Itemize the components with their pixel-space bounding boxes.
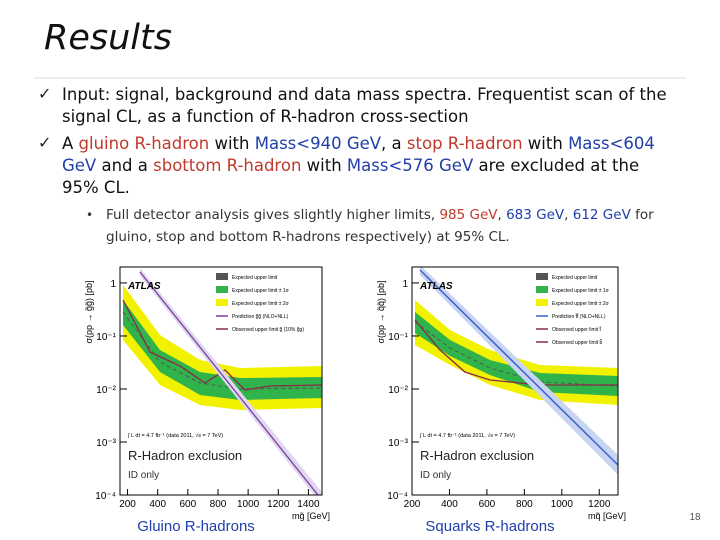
x-tick-label: 600 (479, 499, 496, 510)
legend-entry: Expected upper limit ± 1σ (552, 288, 610, 294)
x-tick-label: 400 (149, 499, 166, 510)
x-tick-label: 200 (119, 499, 136, 510)
slide-title: Results (44, 18, 172, 58)
x-tick-label: 600 (179, 499, 196, 510)
sub-text: Full detector analysis gives slightly hi… (106, 207, 440, 223)
legend-entry: Prediction g̃g̃ (NLO+NLL) (232, 314, 289, 320)
y-tick-label: 10⁻¹ (388, 332, 408, 343)
y-tick-label: 10⁻⁴ (95, 491, 116, 502)
x-tick-label: 200 (404, 499, 421, 510)
bullet-text: , a (381, 134, 407, 153)
check-icon: ✓ (38, 133, 52, 152)
x-axis-label: mq̃ [GeV] (588, 511, 626, 521)
legend-swatch (536, 299, 548, 306)
sub-bullet: Full detector analysis gives slightly hi… (106, 204, 696, 248)
x-axis-label: mg̃ [GeV] (292, 511, 330, 521)
highlight: 985 GeV (439, 207, 498, 223)
x-tick-label: 800 (210, 499, 227, 510)
bullet-text: Input: signal, background and data mass … (62, 85, 667, 126)
caption: Gluino R-hadrons (137, 518, 255, 535)
x-tick-label: 400 (441, 499, 458, 510)
plot-heading: R-Hadron exclusion (420, 448, 534, 463)
page-number: 18 (689, 512, 701, 523)
sub-text: , (564, 207, 573, 223)
plot-frame (119, 266, 323, 496)
bullet-text: are excluded at the 95% CL. (62, 156, 640, 197)
y-tick-label: 10⁻² (96, 385, 116, 396)
legend-entry: Expected upper limit ± 2σ (232, 301, 290, 307)
x-tick-label: 800 (516, 499, 533, 510)
highlight: 612 GeV (572, 207, 631, 223)
sub-text: for gluino, stop and bottom R-hadrons re… (106, 207, 654, 245)
highlight: sbottom R-hadron (153, 156, 302, 175)
bullet-text: with (522, 134, 569, 153)
legend-swatch (216, 273, 228, 280)
legend-swatch (216, 299, 228, 306)
legend-entry: Expected upper limit ± 2σ (552, 301, 610, 307)
legend-entry: Observed upper limit g̃ (10% g̃g) (232, 327, 304, 333)
check-icon: ✓ (38, 84, 52, 103)
y-tick-label: 10⁻¹ (96, 332, 116, 343)
bullet: A gluino R-hadron with Mass<940 GeV, a s… (62, 133, 672, 199)
sub-bullet-dot: • (86, 208, 94, 222)
x-tick-label: 1000 (237, 499, 260, 510)
experiment-label: ATLAS (419, 281, 453, 292)
y-tick-label: 10⁻⁴ (387, 491, 408, 502)
luminosity: ∫ L dt = 4.7 fb⁻¹ (data 2011, √s = 7 TeV… (127, 432, 223, 439)
bullet-text: and a (96, 156, 154, 175)
x-tick-label: 1200 (267, 499, 290, 510)
y-tick-label: 1 (110, 279, 116, 290)
plot-heading: R-Hadron exclusion (128, 448, 242, 463)
highlight: Mass<576 GeV (346, 156, 474, 175)
x-tick-label: 1200 (588, 499, 611, 510)
legend-swatch (216, 286, 228, 293)
y-tick-label: 10⁻³ (388, 438, 408, 449)
bullet-text: with (301, 156, 347, 175)
plot-subheading: ID only (420, 470, 451, 481)
y-axis-label: σ(pp → g̃g̃) [pb] (84, 280, 94, 343)
highlight: stop R-hadron (406, 134, 523, 153)
y-tick-label: 10⁻³ (96, 438, 116, 449)
highlight: Mass<604 GeV (62, 134, 655, 175)
x-tick-label: 1400 (297, 499, 320, 510)
legend-entry: Prediction t̃t̃ (NLO+NLL) (552, 313, 606, 320)
y-axis-label: σ(pp → q̃q̃) [pb] (376, 280, 386, 343)
x-tick-label: 1000 (551, 499, 574, 510)
bullet-text: with (209, 134, 255, 153)
y-tick-label: 1 (402, 279, 408, 290)
sub-text: , (497, 207, 507, 223)
legend-entry: Expected upper limit (232, 275, 278, 281)
legend-entry: Expected upper limit (552, 275, 598, 281)
legend-entry: Observed upper limit b̃ (552, 339, 603, 346)
legend-swatch (536, 273, 548, 280)
bullet-text: A (62, 134, 79, 153)
legend-swatch (536, 286, 548, 293)
legend-entry: Observed upper limit t̃ (552, 326, 602, 333)
bullet: Input: signal, background and data mass … (62, 84, 672, 128)
luminosity: ∫ L dt = 4.7 fb⁻¹ (data 2011, √s = 7 TeV… (419, 432, 515, 439)
y-tick-label: 10⁻² (388, 385, 408, 396)
experiment-label: ATLAS (127, 281, 161, 292)
plot-artwork (412, 267, 618, 495)
highlight: 683 GeV (506, 207, 565, 223)
caption: Squarks R-hadrons (425, 518, 554, 535)
highlight: gluino R-hadron (78, 134, 210, 153)
highlight: Mass<940 GeV (254, 134, 382, 153)
legend-entry: Expected upper limit ± 1σ (232, 288, 290, 294)
plot-subheading: ID only (128, 470, 159, 481)
plot-frame (411, 266, 619, 496)
